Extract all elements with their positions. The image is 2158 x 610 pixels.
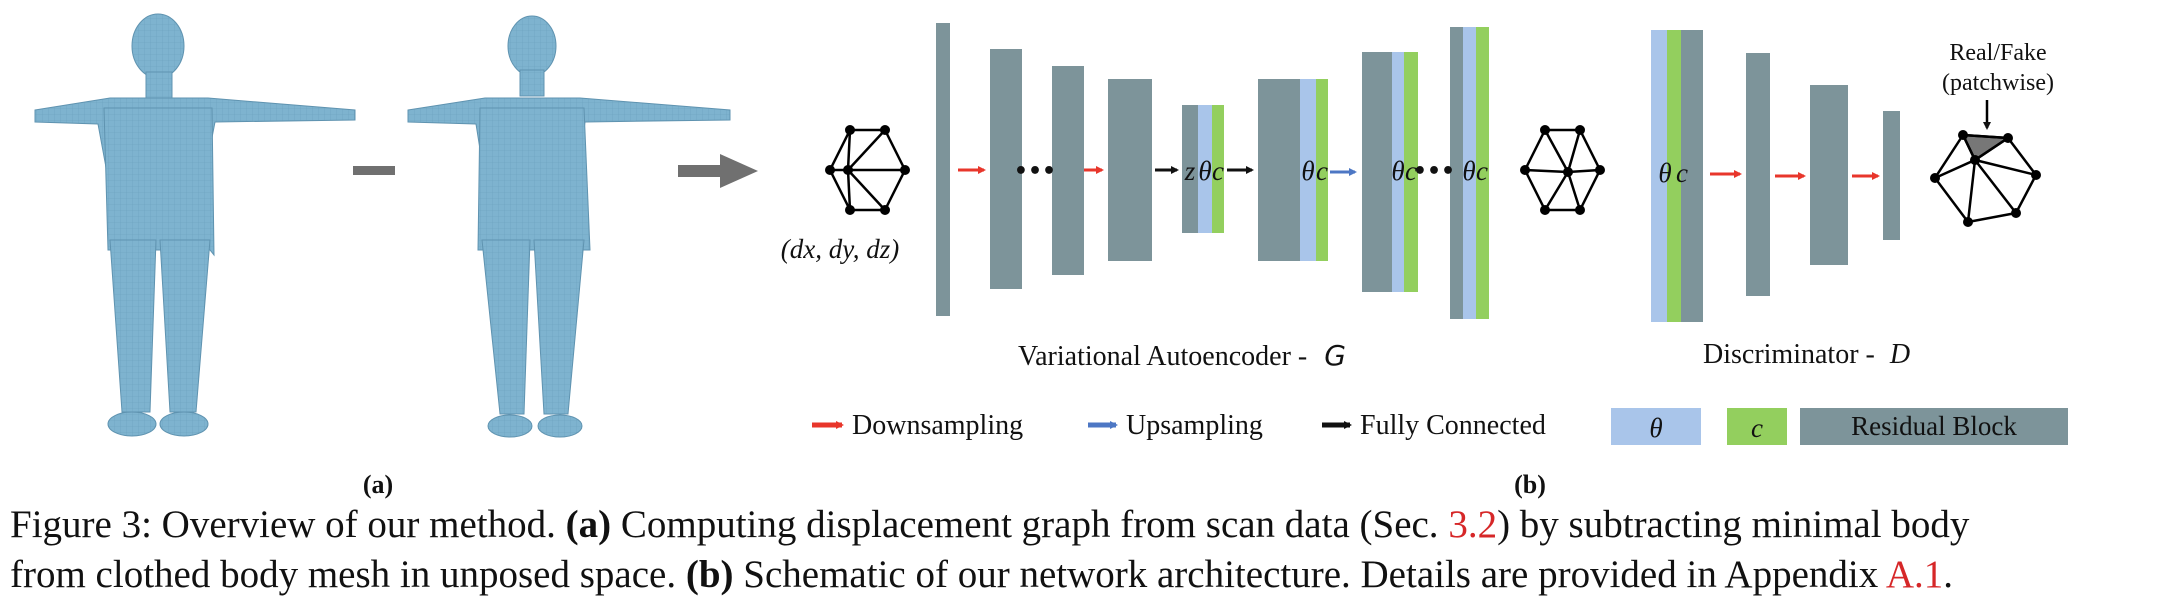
real-fake-label: Real/Fake	[1949, 40, 2046, 66]
theta-block	[1651, 30, 1667, 322]
flow-arrow	[678, 154, 758, 188]
discriminator-label: Discriminator -	[1703, 339, 1875, 370]
patchwise-label: (patchwise)	[1942, 70, 2054, 96]
residual-block	[1450, 27, 1463, 319]
ellipsis: •••	[1014, 159, 1056, 184]
residual-block	[936, 23, 950, 316]
legend-residual-swatch	[1800, 408, 2068, 445]
real-fake-graph-icon	[1930, 130, 2041, 227]
theta-symbol: θ	[1301, 156, 1314, 186]
residual-block	[1810, 85, 1848, 265]
theta-symbol: θ	[1198, 156, 1211, 186]
c-block	[1212, 105, 1224, 233]
discriminator-blocks	[1651, 30, 1900, 322]
vae-blocks	[936, 23, 1489, 319]
c-symbol: c	[1405, 156, 1417, 186]
legend-fully-connected: Fully Connected	[1322, 410, 1546, 441]
theta-block	[1392, 52, 1404, 292]
caption-line-1: Figure 3: Overview of our method. (a) Co…	[10, 503, 1970, 546]
svg-text:Variational Autoencoder -: Variational Autoencoder - G	[1018, 339, 1346, 372]
legend-upsampling-label: Upsampling	[1126, 410, 1263, 441]
c-block	[1476, 27, 1489, 319]
discriminator-symbol: D	[1889, 339, 1910, 370]
ellipsis: •••	[1413, 159, 1455, 184]
c-block	[1316, 79, 1328, 261]
input-graph-icon	[825, 125, 910, 215]
c-symbol: c	[1476, 156, 1488, 186]
residual-block	[1883, 111, 1900, 240]
displacement-label: (dx, dy, dz)	[781, 234, 899, 264]
vae-output-graph-icon	[1520, 125, 1605, 215]
residual-block	[1746, 53, 1770, 296]
z-symbol: z	[1184, 156, 1196, 186]
legend-fully-connected-label: Fully Connected	[1360, 410, 1546, 441]
theta-symbol: θ	[1658, 158, 1671, 188]
c-block	[1667, 30, 1681, 322]
legend-downsampling-label: Downsampling	[852, 410, 1023, 441]
legend-theta-swatch	[1611, 408, 1701, 445]
legend-theta-label: θ	[1649, 413, 1662, 443]
legend-upsampling: Upsampling	[1088, 410, 1263, 441]
minimal-body-mesh	[407, 15, 731, 438]
vae-label: Variational Autoencoder -	[1018, 341, 1307, 372]
c-symbol: c	[1316, 156, 1328, 186]
theta-block	[1300, 79, 1316, 261]
c-symbol: c	[1212, 156, 1224, 186]
c-symbol: c	[1676, 158, 1688, 188]
minus-sign	[353, 166, 395, 175]
appendix-ref-link[interactable]: A.1	[1885, 553, 1944, 596]
svg-text:Discriminator - D: Discriminator - D	[1703, 339, 1910, 370]
section-ref-link[interactable]: 3.2	[1448, 503, 1498, 546]
legend-c-label: c	[1751, 413, 1763, 443]
theta-block	[1198, 105, 1212, 233]
clothed-body-mesh	[34, 13, 356, 437]
legend-c-swatch	[1727, 408, 1787, 445]
residual-block	[1108, 79, 1152, 261]
architecture-figure: (dx, dy, dz) ••• ••• z θ c θ c θ c θ	[34, 13, 2068, 499]
panel-a-label: (a)	[363, 470, 393, 499]
residual-block	[1052, 66, 1084, 275]
theta-symbol: θ	[1391, 156, 1404, 186]
legend: Downsampling Upsampling Fully Connected …	[812, 408, 2068, 445]
caption-line-2: from clothed body mesh in unposed space.…	[10, 553, 1954, 596]
residual-block	[1681, 30, 1703, 322]
residual-block	[1182, 105, 1198, 233]
theta-block	[1463, 27, 1476, 319]
residual-block	[1362, 52, 1392, 292]
figure-caption: Figure 3: Overview of our method. (a) Co…	[10, 500, 2150, 600]
residual-block	[990, 49, 1022, 289]
theta-symbol: θ	[1462, 156, 1475, 186]
c-block	[1404, 52, 1418, 292]
panel-b-label: (b)	[1514, 470, 1546, 499]
residual-block	[1258, 79, 1300, 261]
legend-downsampling: Downsampling	[812, 410, 1023, 441]
legend-residual-label: Residual Block	[1851, 411, 2017, 441]
vae-symbol: G	[1324, 339, 1346, 372]
